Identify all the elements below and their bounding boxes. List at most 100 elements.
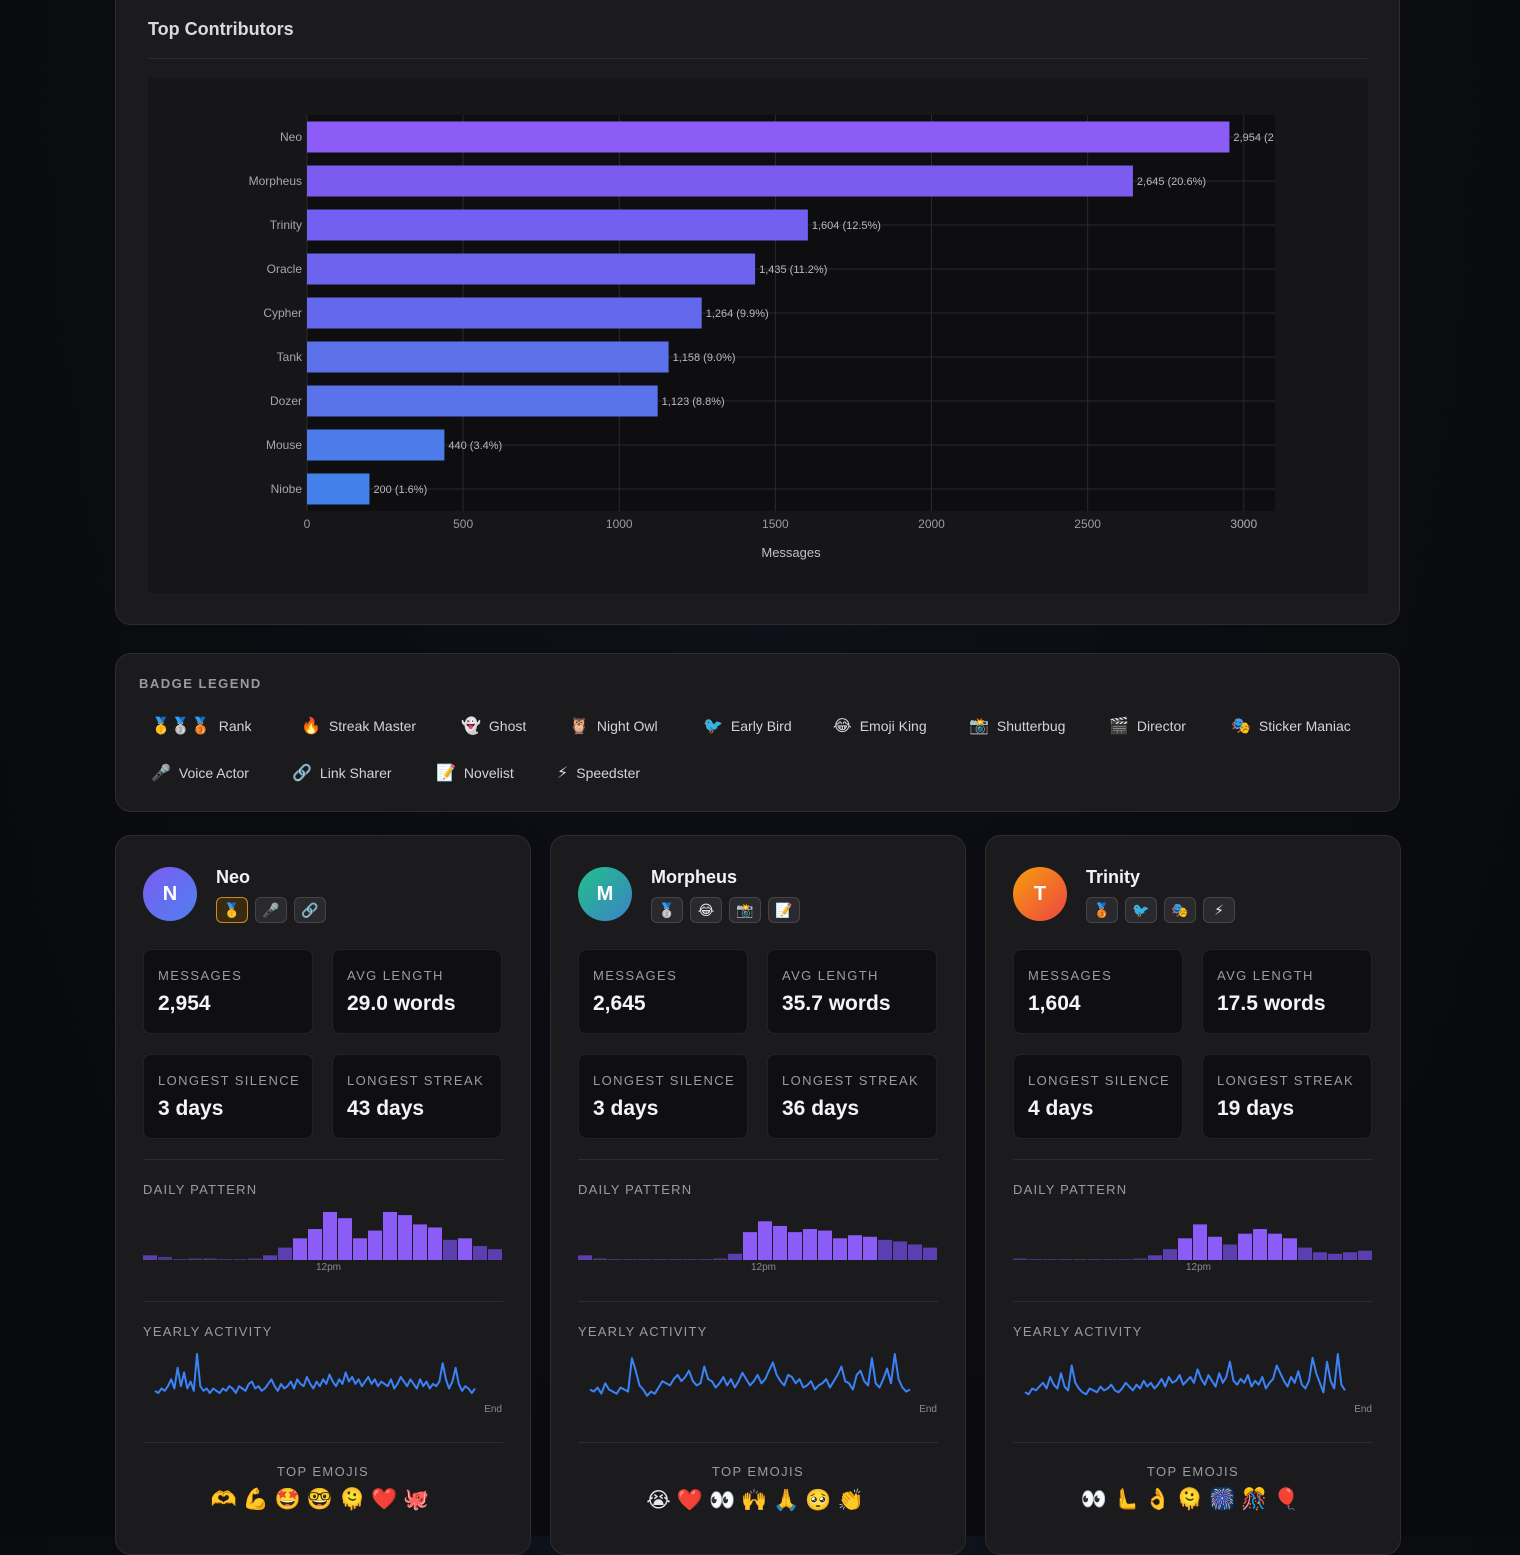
hour-bar bbox=[473, 1246, 487, 1260]
x-axis-label: Messages bbox=[761, 545, 821, 560]
end-label: End bbox=[484, 1404, 502, 1415]
hour-bar bbox=[218, 1259, 232, 1260]
stat-label: LONGEST STREAK bbox=[1217, 1073, 1355, 1088]
bar-tank bbox=[307, 341, 669, 373]
badge-row: 🥉 🐦 🎭 ⚡ bbox=[1086, 897, 1235, 923]
stat-longest-silence: LONGEST SILENCE 3 days bbox=[143, 1054, 313, 1139]
badge-label: Voice Actor bbox=[178, 765, 249, 781]
bar-oracle bbox=[307, 253, 756, 285]
legend-item: 🦉 Night Owl bbox=[569, 716, 658, 736]
legend-item: 📝 Novelist bbox=[436, 763, 514, 783]
yearly-activity-chart bbox=[589, 1353, 911, 1397]
stat-value: 3 days bbox=[158, 1097, 224, 1120]
legend-item: 🥇🥈🥉 Rank bbox=[151, 716, 251, 736]
stat-label: LONGEST SILENCE bbox=[593, 1073, 736, 1088]
badge[interactable]: 🐦 bbox=[1125, 897, 1157, 923]
divider bbox=[1013, 1301, 1373, 1302]
hour-bar bbox=[1118, 1259, 1132, 1260]
hour-bar bbox=[413, 1224, 427, 1260]
badge-icon: 🥇🥈🥉 bbox=[151, 718, 211, 735]
x-tick-label: 3000 bbox=[1230, 517, 1257, 531]
x-tick-label: 2000 bbox=[918, 517, 945, 531]
stat-value: 29.0 words bbox=[347, 992, 456, 1015]
badge[interactable]: 🎭 bbox=[1164, 897, 1196, 923]
bar-dozer bbox=[307, 385, 658, 417]
badge[interactable]: 🥉 bbox=[1086, 897, 1118, 923]
badge-label: Emoji King bbox=[859, 718, 927, 734]
divider bbox=[578, 1442, 938, 1443]
badge[interactable]: 🔗 bbox=[294, 897, 326, 923]
stat-longest-streak: LONGEST STREAK 43 days bbox=[332, 1054, 502, 1139]
noon-label: 12pm bbox=[316, 1262, 342, 1273]
badge-icon: 😂 bbox=[833, 718, 852, 735]
top-emojis-title: TOP EMOJIS bbox=[1146, 1464, 1240, 1479]
hour-bar bbox=[248, 1258, 262, 1260]
activity-line bbox=[589, 1353, 911, 1397]
chart-title: Top Contributors bbox=[148, 19, 294, 39]
stat-label: AVG LENGTH bbox=[1217, 968, 1314, 983]
category-label: Dozer bbox=[270, 394, 302, 408]
badge-legend-panel: BADGE LEGEND 🥇🥈🥉 Rank 🔥 Streak Master 👻 Ghost… bbox=[115, 653, 1400, 812]
hour-bar bbox=[578, 1255, 592, 1260]
data-label: 1,435 (11.2%) bbox=[759, 264, 827, 276]
category-label: Trinity bbox=[270, 218, 302, 232]
hour-bar bbox=[1178, 1238, 1192, 1260]
badge[interactable]: 📸 bbox=[729, 897, 761, 923]
x-tick-label: 500 bbox=[453, 517, 473, 531]
badge-label: Director bbox=[1136, 718, 1186, 734]
badge-icon: 📝 bbox=[436, 765, 456, 782]
daily-pattern-chart bbox=[143, 1212, 502, 1260]
x-tick-label: 1500 bbox=[762, 517, 789, 531]
top-contributors-panel: Top Contributors 0 500 1000 1500 2000 2500 300… bbox=[115, 0, 1400, 625]
contributor-name: Neo bbox=[216, 867, 251, 887]
hour-bar bbox=[158, 1256, 172, 1260]
badge[interactable]: 🎤 bbox=[255, 897, 287, 923]
avatar: N bbox=[143, 867, 197, 921]
hour-bar bbox=[803, 1229, 817, 1260]
badge[interactable]: 🥇 bbox=[216, 897, 248, 923]
hour-bar bbox=[593, 1258, 607, 1260]
badge[interactable]: 📝 bbox=[768, 897, 800, 923]
hour-bar bbox=[443, 1239, 457, 1260]
bar-niobe bbox=[307, 473, 370, 505]
hour-bar bbox=[728, 1253, 742, 1260]
contributor-card-morpheus: M Morpheus 🥈 😂 📸 📝 MESSAGES 2,645 AVG LENGTH 35.7… bbox=[550, 835, 966, 1555]
yearly-activity-chart bbox=[154, 1353, 476, 1395]
stat-label: LONGEST SILENCE bbox=[158, 1073, 301, 1088]
badge-label: Streak Master bbox=[328, 718, 417, 734]
hour-bar bbox=[668, 1259, 682, 1260]
noon-label: 12pm bbox=[1186, 1262, 1212, 1273]
stat-label: MESSAGES bbox=[593, 968, 678, 983]
badge[interactable]: ⚡ bbox=[1203, 897, 1235, 923]
stat-label: AVG LENGTH bbox=[782, 968, 879, 983]
legend-item: 📸 Shutterbug bbox=[969, 716, 1065, 736]
top-emojis-title: TOP EMOJIS bbox=[711, 1464, 805, 1479]
stat-value: 36 days bbox=[782, 1097, 860, 1120]
top-emojis-title: TOP EMOJIS bbox=[276, 1464, 370, 1479]
hour-bar bbox=[1328, 1253, 1342, 1260]
badge-label: Sticker Maniac bbox=[1258, 718, 1351, 734]
hour-bar bbox=[1283, 1238, 1297, 1260]
hour-bar bbox=[428, 1227, 442, 1260]
data-label: 1,158 (9.0%) bbox=[673, 352, 736, 364]
hour-bar bbox=[1238, 1233, 1252, 1260]
hour-bar bbox=[263, 1255, 277, 1260]
badge-icon: 🎬 bbox=[1109, 718, 1129, 735]
hour-bar bbox=[1193, 1224, 1207, 1260]
hour-bar bbox=[653, 1259, 667, 1260]
badge-icon: ⚡ bbox=[557, 765, 569, 782]
category-label: Oracle bbox=[267, 262, 303, 276]
badge-icon: 👻 bbox=[461, 718, 481, 735]
noon-label: 12pm bbox=[751, 1262, 777, 1273]
divider bbox=[1013, 1159, 1373, 1160]
data-label: 1,123 (8.8%) bbox=[662, 396, 725, 408]
stat-value: 19 days bbox=[1217, 1097, 1295, 1120]
data-label: 1,604 (12.5%) bbox=[812, 220, 881, 232]
hour-bar bbox=[293, 1238, 307, 1260]
badge[interactable]: 🥈 bbox=[651, 897, 683, 923]
badge[interactable]: 😂 bbox=[690, 897, 722, 923]
hour-bar bbox=[278, 1247, 292, 1260]
stat-value: 2,954 bbox=[158, 992, 211, 1015]
hour-bar bbox=[233, 1259, 247, 1260]
legend-item: 😂 Emoji King bbox=[833, 716, 927, 736]
